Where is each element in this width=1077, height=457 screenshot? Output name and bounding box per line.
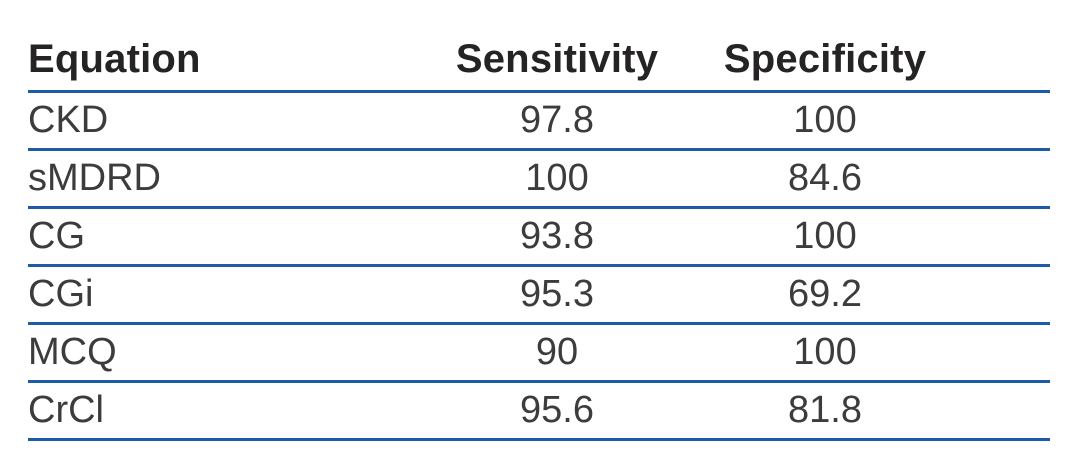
spacer-cell [964,207,1050,267]
table-row: sMDRD 100 84.6 [28,149,1050,209]
table-row: CG 93.8 100 [28,207,1050,267]
column-header-sensitivity: Sensitivity [428,0,686,93]
header-spacer-cell [964,0,1050,93]
specificity-cell: 100 [686,91,964,151]
table-row: MCQ 90 100 [28,323,1050,383]
specificity-cell: 81.8 [686,381,964,441]
sensitivity-cell: 93.8 [428,207,686,267]
table-row: CGi 95.3 69.2 [28,265,1050,325]
table-row: CKD 97.8 100 [28,91,1050,151]
column-header-specificity: Specificity [686,0,964,93]
results-table: Equation Sensitivity Specificity CKD 97.… [28,0,1050,441]
equation-cell: CKD [28,91,428,151]
specificity-cell: 100 [686,207,964,267]
specificity-cell: 84.6 [686,149,964,209]
table-row: CrCl 95.6 81.8 [28,381,1050,441]
equation-cell: MCQ [28,323,428,383]
spacer-cell [964,323,1050,383]
sensitivity-cell: 95.6 [428,381,686,441]
equation-cell: CGi [28,265,428,325]
sensitivity-cell: 90 [428,323,686,383]
spacer-cell [964,149,1050,209]
sensitivity-cell: 95.3 [428,265,686,325]
sensitivity-cell: 97.8 [428,91,686,151]
sensitivity-cell: 100 [428,149,686,209]
equation-cell: CG [28,207,428,267]
table-header-row: Equation Sensitivity Specificity [28,0,1050,93]
equation-cell: sMDRD [28,149,428,209]
specificity-cell: 69.2 [686,265,964,325]
spacer-cell [964,91,1050,151]
equation-cell: CrCl [28,381,428,441]
spacer-cell [964,381,1050,441]
spacer-cell [964,265,1050,325]
column-header-equation: Equation [28,0,428,93]
specificity-cell: 100 [686,323,964,383]
